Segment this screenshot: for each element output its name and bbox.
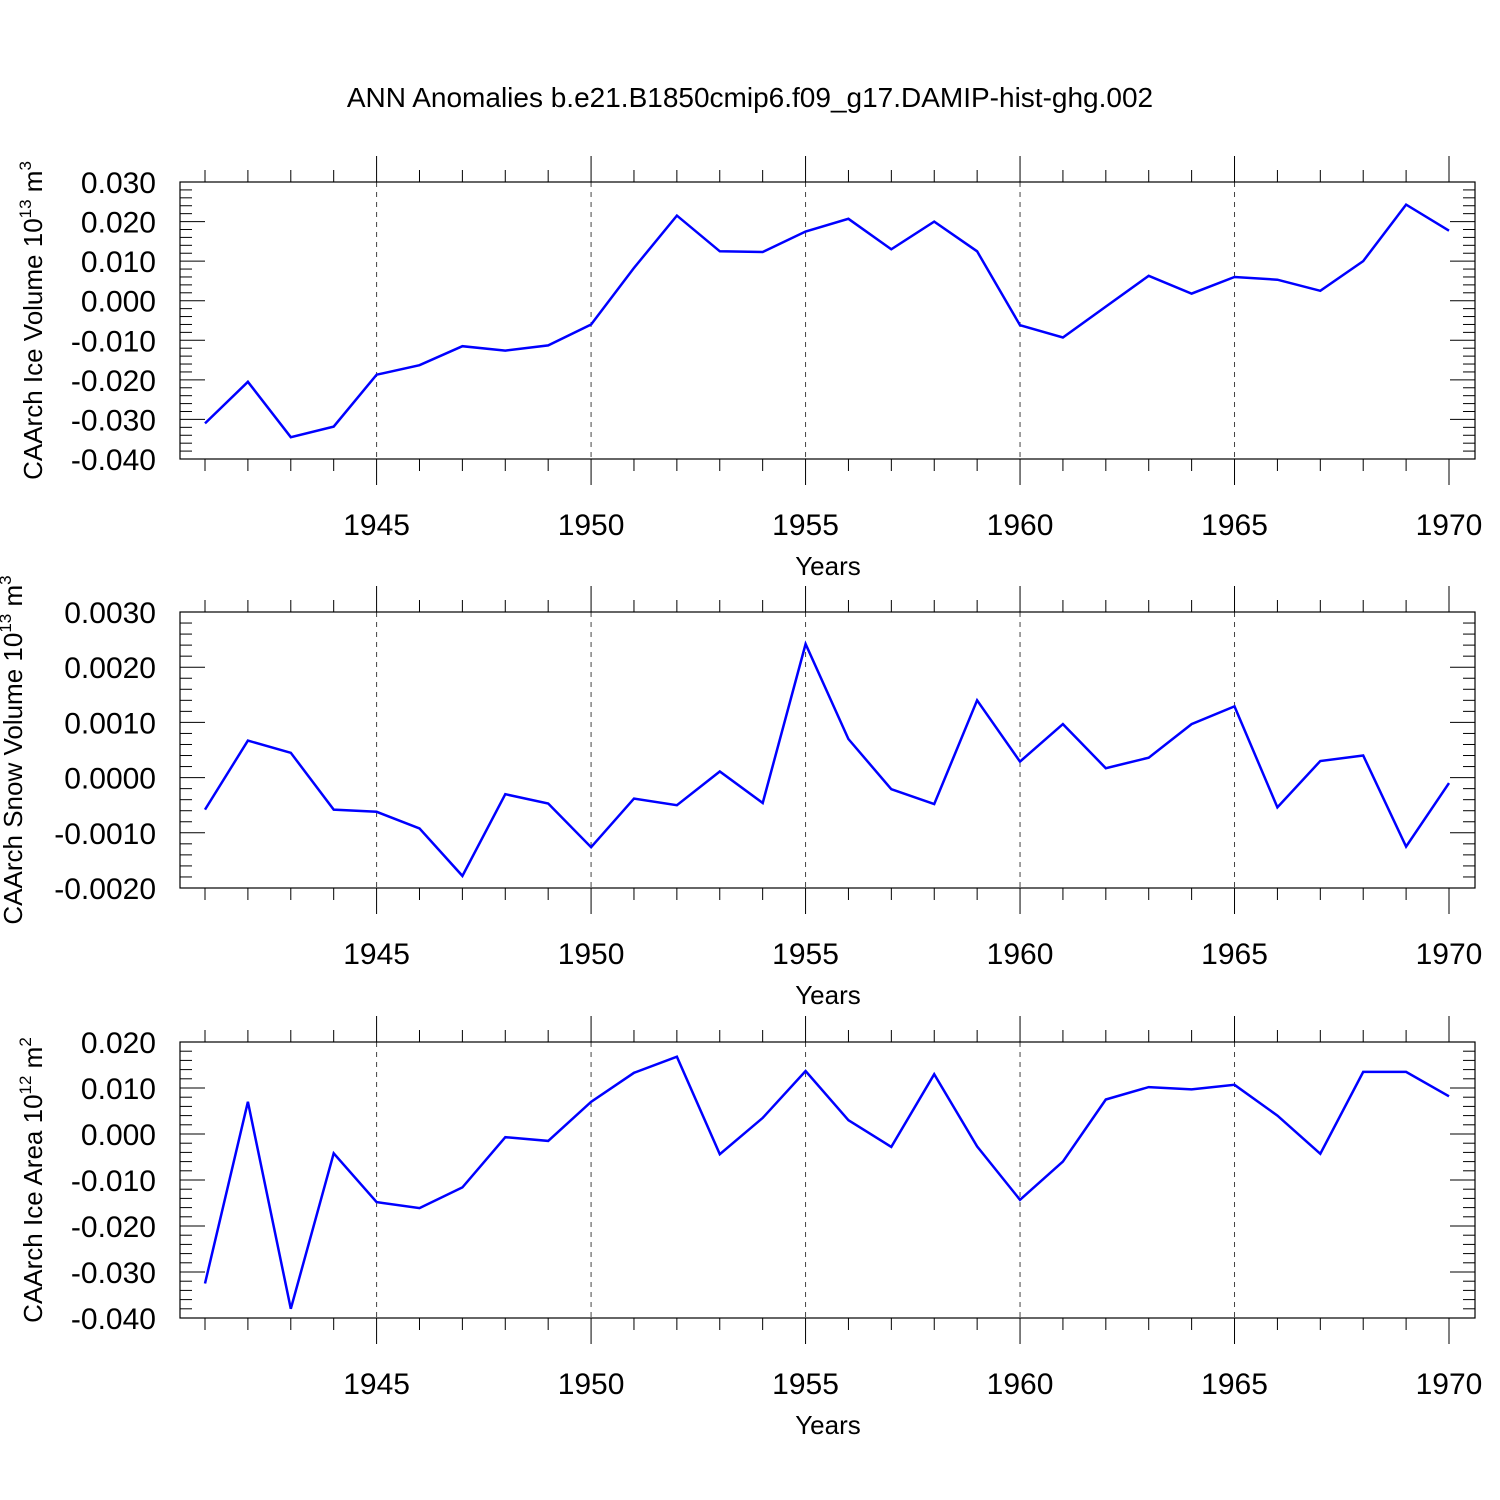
- y-axis-label-superscript: 2: [16, 1037, 35, 1046]
- x-tick-label: 1955: [772, 1368, 839, 1401]
- x-axis-label: Years: [795, 1410, 861, 1440]
- y-tick-label: -0.010: [71, 1165, 156, 1198]
- y-axis-label: CAArch Ice Area 1012 m2: [16, 1037, 48, 1323]
- y-tick-label: -0.020: [71, 1211, 156, 1244]
- x-tick-label: 1945: [343, 509, 410, 542]
- y-tick-label: -0.0020: [54, 873, 156, 906]
- y-tick-label: -0.020: [71, 365, 156, 398]
- plot-panel-3: -0.040 -0.030 -0.020 -0.010 0.000 0.010 0.020 1…: [16, 1016, 1482, 1440]
- plot-frame: [179, 1041, 1476, 1319]
- y-axis-label-superscript: 13: [16, 199, 35, 218]
- y-tick-label: -0.030: [71, 1257, 156, 1290]
- plot-panel-1: -0.040 -0.030 -0.020 -0.010 0.000 0.010 0.020 0…: [16, 156, 1482, 581]
- x-axis-label: Years: [795, 980, 861, 1010]
- y-axis-label-part: CAArch Ice Volume 10: [18, 218, 48, 480]
- y-axis-label-part: CAArch Snow Volume 10: [0, 633, 28, 925]
- x-tick-label: 1965: [1201, 1368, 1268, 1401]
- y-tick-label: -0.010: [71, 325, 156, 358]
- y-tick-label: 0.000: [81, 286, 156, 319]
- y-tick-label: 0.0030: [64, 597, 156, 630]
- series-line: [203, 1055, 1450, 1310]
- x-tick-label: 1970: [1416, 509, 1483, 542]
- y-tick-label: 0.0000: [64, 763, 156, 796]
- y-axis-label-superscript: 3: [0, 575, 15, 584]
- x-tick-label: 1960: [987, 1368, 1054, 1401]
- y-tick-label: -0.040: [71, 444, 156, 477]
- series-line: [203, 640, 1451, 879]
- y-axis-label-superscript: 3: [16, 161, 35, 170]
- y-axis-label-part: CAArch Ice Area 10: [18, 1094, 48, 1322]
- x-tick-label: 1960: [987, 938, 1054, 971]
- x-tick-label: 1955: [772, 938, 839, 971]
- x-tick-label: 1950: [558, 509, 625, 542]
- x-tick-label: 1970: [1416, 1368, 1483, 1401]
- y-tick-label: 0.020: [81, 1027, 156, 1060]
- y-axis-label-superscript: 13: [0, 614, 15, 633]
- x-tick-label: 1955: [772, 509, 839, 542]
- y-tick-label: -0.0010: [54, 818, 156, 851]
- x-tick-label: 1970: [1416, 938, 1483, 971]
- y-tick-label: -0.040: [71, 1303, 156, 1336]
- y-tick-label: -0.030: [71, 404, 156, 437]
- x-tick-label: 1950: [558, 938, 625, 971]
- series-line: [204, 202, 1450, 439]
- x-tick-label: 1965: [1201, 509, 1268, 542]
- plot-frame: [179, 181, 1476, 460]
- x-tick-label: 1965: [1201, 938, 1268, 971]
- y-tick-label: 0.020: [81, 207, 156, 240]
- y-tick-label: 0.0010: [64, 707, 156, 740]
- y-axis-label: CAArch Ice Volume 1013 m3: [16, 161, 48, 480]
- x-tick-label: 1950: [558, 1368, 625, 1401]
- y-axis-label: CAArch Snow Volume 1013 m3: [0, 575, 28, 924]
- x-axis-label: Years: [795, 551, 861, 581]
- y-tick-label: 0.010: [81, 1073, 156, 1106]
- y-axis-label-part: m: [18, 171, 48, 200]
- y-tick-label: 0.000: [81, 1119, 156, 1152]
- plot-frame: [179, 611, 1476, 889]
- x-tick-label: 1945: [343, 938, 410, 971]
- x-tick-label: 1960: [987, 509, 1054, 542]
- y-tick-label: 0.030: [81, 167, 156, 200]
- chart-title: ANN Anomalies b.e21.B1850cmip6.f09_g17.D…: [346, 82, 1154, 113]
- y-axis-label-superscript: 12: [16, 1076, 35, 1095]
- x-tick-label: 1945: [343, 1368, 410, 1401]
- y-axis-label-part: m: [18, 1047, 48, 1076]
- y-axis-label-part: m: [0, 585, 28, 614]
- y-tick-label: 0.010: [81, 246, 156, 279]
- y-tick-label: 0.0020: [64, 652, 156, 685]
- plot-panel-2: -0.0020 -0.0010 0.0000 0.0010 0.0020 0.0030 19…: [0, 575, 1482, 1010]
